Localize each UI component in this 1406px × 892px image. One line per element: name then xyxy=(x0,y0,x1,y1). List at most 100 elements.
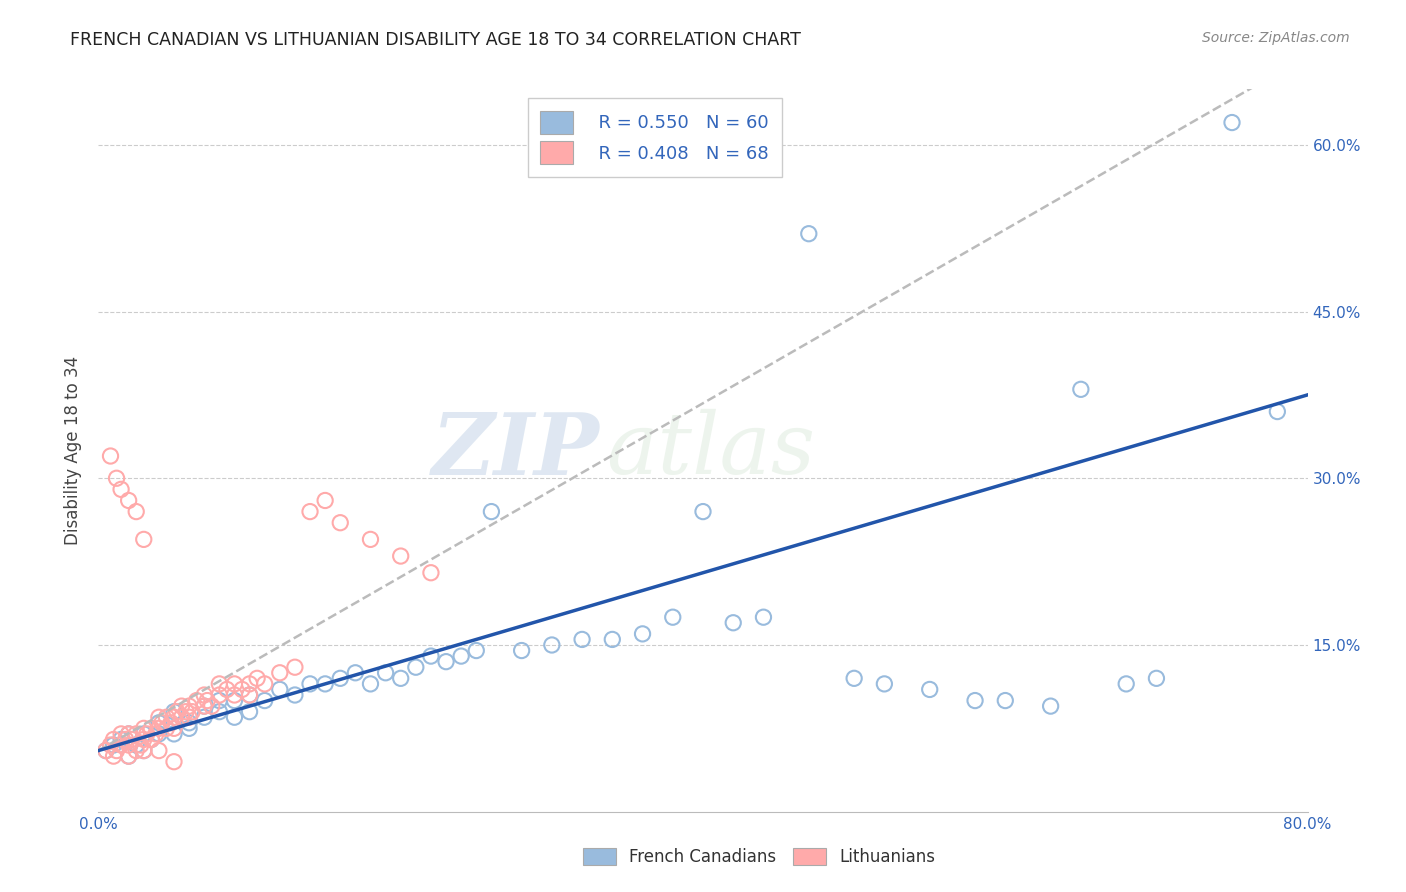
Point xyxy=(224,677,246,691)
Point xyxy=(125,727,148,741)
Point xyxy=(360,533,382,547)
Point xyxy=(465,643,488,657)
Point xyxy=(193,710,215,724)
Point xyxy=(186,693,208,707)
Point xyxy=(148,715,170,730)
Point xyxy=(918,682,941,697)
Point xyxy=(481,505,503,519)
Point xyxy=(1267,404,1289,418)
Point xyxy=(141,732,163,747)
Point xyxy=(224,710,246,724)
Point xyxy=(110,483,132,497)
Point xyxy=(132,727,155,741)
Point xyxy=(201,699,224,714)
Point xyxy=(208,705,231,719)
Point xyxy=(246,671,269,685)
Point xyxy=(163,710,186,724)
Point xyxy=(150,715,173,730)
Point xyxy=(118,749,141,764)
Point xyxy=(103,732,125,747)
Point xyxy=(163,705,186,719)
Point xyxy=(100,449,122,463)
Point xyxy=(752,610,775,624)
Point xyxy=(269,682,291,697)
Point xyxy=(118,738,141,752)
Point xyxy=(224,688,246,702)
Point xyxy=(121,732,143,747)
Y-axis label: Disability Age 18 to 34: Disability Age 18 to 34 xyxy=(65,356,83,545)
Point xyxy=(994,693,1017,707)
Point xyxy=(118,749,141,764)
Point xyxy=(94,743,117,757)
Point xyxy=(132,732,155,747)
Point xyxy=(125,738,148,752)
Point xyxy=(163,727,186,741)
Point xyxy=(450,649,472,664)
Point xyxy=(132,722,155,736)
Point xyxy=(103,749,125,764)
Point xyxy=(103,738,125,752)
Point xyxy=(118,727,141,741)
Point xyxy=(239,688,262,702)
Point xyxy=(239,677,262,691)
Point xyxy=(215,682,238,697)
Point xyxy=(284,688,307,702)
Point xyxy=(873,677,896,691)
Point xyxy=(105,471,128,485)
Point xyxy=(141,722,163,736)
Text: FRENCH CANADIAN VS LITHUANIAN DISABILITY AGE 18 TO 34 CORRELATION CHART: FRENCH CANADIAN VS LITHUANIAN DISABILITY… xyxy=(70,31,801,49)
Point xyxy=(160,715,183,730)
Point xyxy=(155,722,177,736)
Point xyxy=(179,710,201,724)
Point xyxy=(284,660,307,674)
Point xyxy=(797,227,820,241)
Point xyxy=(193,699,215,714)
Point xyxy=(420,649,443,664)
Point xyxy=(602,632,624,647)
Text: Source: ZipAtlas.com: Source: ZipAtlas.com xyxy=(1202,31,1350,45)
Point xyxy=(170,699,193,714)
Point xyxy=(389,549,412,563)
Point xyxy=(148,743,170,757)
Point xyxy=(181,705,204,719)
Legend: French Canadians, Lithuanians: French Canadians, Lithuanians xyxy=(576,841,942,873)
Point xyxy=(100,738,122,752)
Legend:   R = 0.550   N = 60,   R = 0.408   N = 68: R = 0.550 N = 60, R = 0.408 N = 68 xyxy=(527,98,782,178)
Point xyxy=(208,677,231,691)
Point xyxy=(269,665,291,680)
Point xyxy=(148,710,170,724)
Point xyxy=(239,705,262,719)
Point xyxy=(299,505,322,519)
Point xyxy=(253,693,276,707)
Point xyxy=(314,493,336,508)
Point xyxy=(193,688,215,702)
Point xyxy=(344,665,367,680)
Point xyxy=(631,627,654,641)
Point xyxy=(329,671,352,685)
Point xyxy=(374,665,396,680)
Point xyxy=(224,693,246,707)
Point xyxy=(129,738,152,752)
Point xyxy=(105,743,128,757)
Point xyxy=(692,505,714,519)
Point xyxy=(420,566,443,580)
Point xyxy=(314,677,336,691)
Point xyxy=(110,732,132,747)
Point xyxy=(239,688,262,702)
Point xyxy=(170,710,193,724)
Point xyxy=(1220,115,1243,129)
Point xyxy=(510,643,533,657)
Point xyxy=(118,493,141,508)
Point xyxy=(299,677,322,691)
Point xyxy=(540,638,562,652)
Point xyxy=(135,727,157,741)
Point xyxy=(1115,677,1137,691)
Point xyxy=(1039,699,1062,714)
Point xyxy=(193,699,215,714)
Point xyxy=(195,693,218,707)
Point xyxy=(148,722,170,736)
Point xyxy=(179,715,201,730)
Point xyxy=(1070,382,1092,396)
Point xyxy=(434,655,457,669)
Text: atlas: atlas xyxy=(606,409,815,491)
